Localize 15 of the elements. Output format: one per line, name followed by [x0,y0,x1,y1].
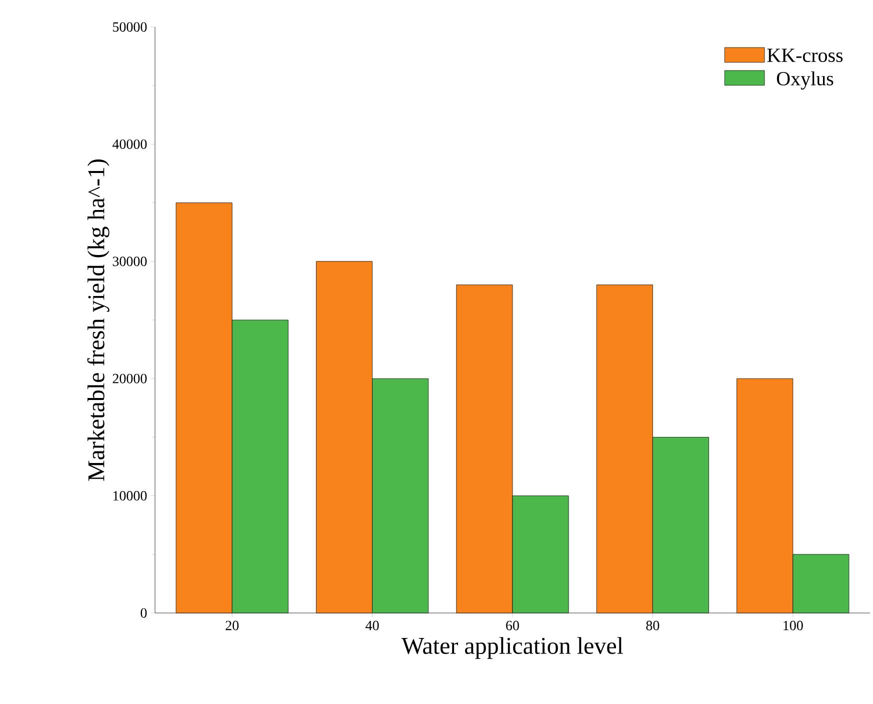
y-tick-label: 30000 [112,256,147,266]
legend-label: Oxylus [776,71,834,90]
y-tick-label: 10000 [113,491,147,501]
y-axis-title: Marketable fresh yield (kg ha^-1) [87,159,110,481]
x-tick-label: 20 [226,620,239,630]
y-tick-label: 20000 [112,374,147,384]
y-tick-label: 40000 [112,139,147,149]
y-tick-label: 0 [140,608,147,618]
legend-label: KK-cross [767,48,843,62]
x-tick-label: 100 [784,620,803,630]
x-axis-title: Water application level [402,637,624,659]
x-tick-label: 60 [506,620,519,630]
x-tick-label: 40 [366,620,379,630]
x-tick-label: 80 [646,620,660,630]
y-tick-label: 50000 [113,22,147,32]
